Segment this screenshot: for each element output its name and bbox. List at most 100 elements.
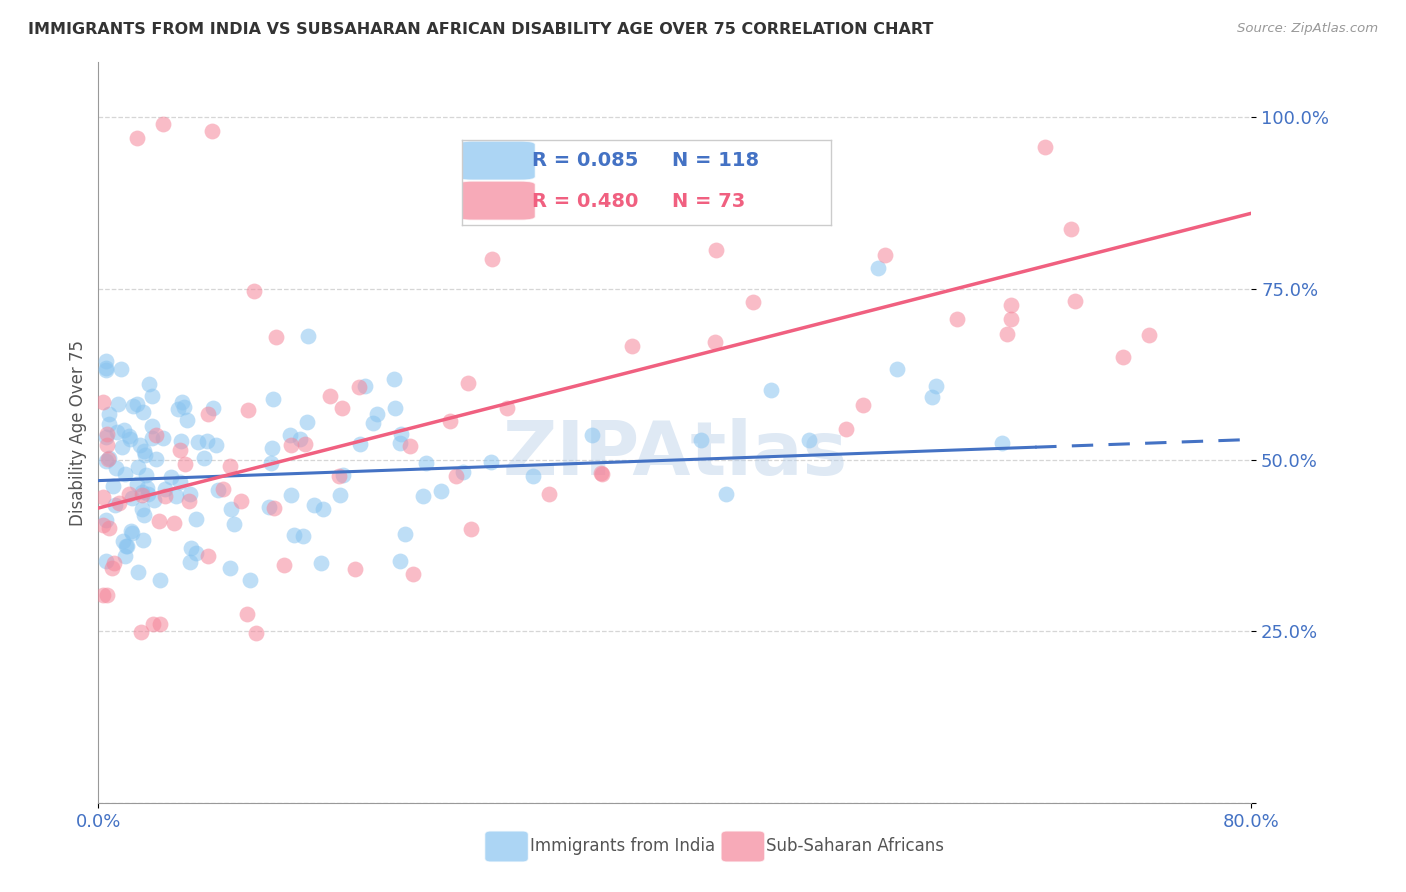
- Point: [1000, 311, 1022, 326]
- Point: [201, 124, 224, 138]
- Point: [389, 427, 412, 442]
- Point: [363, 417, 385, 431]
- Point: [280, 488, 302, 502]
- Point: [197, 407, 219, 421]
- Point: [165, 489, 187, 503]
- Point: [135, 467, 157, 482]
- Point: [229, 494, 252, 508]
- Point: [330, 401, 353, 415]
- Point: [179, 555, 201, 569]
- Point: [121, 491, 143, 506]
- Point: [382, 372, 405, 386]
- Point: [460, 522, 482, 536]
- Point: [212, 482, 235, 496]
- Point: [297, 329, 319, 343]
- Point: [714, 487, 737, 501]
- Point: [868, 261, 890, 276]
- Point: [280, 438, 302, 452]
- Point: [239, 573, 262, 587]
- Point: [132, 405, 155, 419]
- Point: [187, 435, 209, 450]
- Point: [131, 485, 153, 500]
- Point: [278, 428, 301, 442]
- Point: [91, 517, 114, 532]
- Point: [91, 588, 114, 602]
- Point: [412, 488, 434, 502]
- Point: [236, 607, 259, 621]
- Point: [125, 131, 148, 145]
- Point: [98, 521, 121, 535]
- Point: [197, 434, 219, 449]
- Point: [201, 401, 224, 415]
- Point: [219, 458, 242, 473]
- Point: [742, 295, 765, 310]
- Point: [995, 327, 1018, 342]
- Point: [134, 508, 156, 522]
- Point: [152, 117, 174, 131]
- Point: [179, 487, 201, 501]
- Point: [990, 435, 1012, 450]
- FancyBboxPatch shape: [485, 831, 529, 862]
- Point: [94, 363, 117, 377]
- Point: [262, 392, 284, 407]
- Point: [114, 549, 136, 563]
- Point: [98, 407, 121, 421]
- Point: [328, 468, 350, 483]
- Point: [1137, 327, 1160, 342]
- Point: [129, 438, 152, 452]
- Point: [329, 488, 352, 502]
- Point: [439, 414, 461, 428]
- Point: [173, 401, 195, 415]
- Point: [309, 557, 332, 571]
- Point: [1000, 298, 1022, 312]
- Point: [118, 428, 141, 442]
- Point: [451, 465, 474, 479]
- Point: [97, 452, 120, 467]
- Point: [207, 483, 229, 497]
- Point: [797, 433, 820, 447]
- Point: [273, 558, 295, 573]
- Point: [366, 408, 388, 422]
- Point: [402, 567, 425, 582]
- Point: [120, 524, 142, 538]
- Point: [704, 244, 727, 258]
- Point: [115, 539, 138, 553]
- Point: [538, 487, 561, 501]
- Point: [349, 380, 371, 394]
- Point: [925, 379, 948, 393]
- Point: [946, 312, 969, 326]
- Point: [94, 354, 117, 368]
- Point: [114, 467, 136, 481]
- Point: [318, 389, 340, 403]
- Point: [759, 384, 782, 398]
- Point: [167, 401, 190, 416]
- Point: [141, 431, 163, 445]
- Point: [131, 533, 153, 547]
- Point: [260, 456, 283, 470]
- Point: [703, 334, 725, 349]
- Point: [125, 397, 148, 411]
- Point: [114, 540, 136, 554]
- Point: [153, 482, 176, 496]
- Point: [1060, 222, 1083, 236]
- Point: [112, 423, 135, 437]
- Point: [141, 389, 163, 403]
- Point: [219, 502, 242, 516]
- Point: [260, 441, 283, 455]
- Point: [131, 488, 153, 502]
- Point: [132, 443, 155, 458]
- Point: [921, 390, 943, 404]
- Point: [591, 467, 613, 481]
- Point: [1112, 350, 1135, 364]
- Point: [430, 483, 453, 498]
- Point: [835, 421, 858, 435]
- Point: [97, 417, 120, 431]
- Point: [127, 459, 149, 474]
- Point: [1033, 140, 1056, 154]
- Text: ZIPAtlas: ZIPAtlas: [502, 418, 848, 491]
- Point: [204, 438, 226, 452]
- Point: [152, 431, 174, 445]
- Point: [118, 487, 141, 501]
- Point: [105, 425, 128, 439]
- Point: [170, 434, 193, 448]
